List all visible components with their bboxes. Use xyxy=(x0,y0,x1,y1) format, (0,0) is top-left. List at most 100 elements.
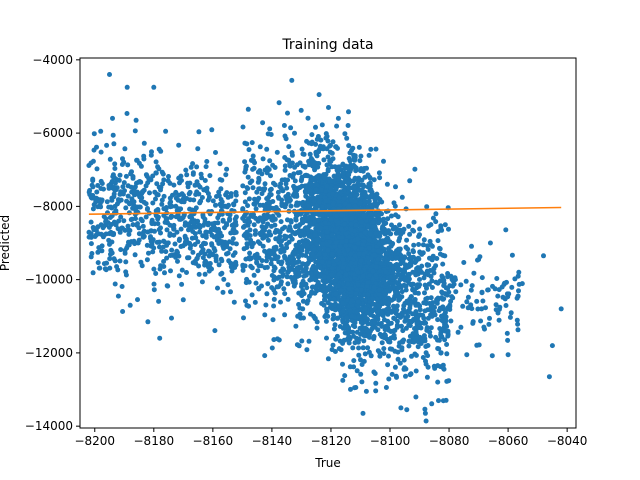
scatter-point-4526 xyxy=(183,167,189,173)
scatter-point-4204 xyxy=(195,218,201,224)
scatter-point-4517 xyxy=(123,259,129,265)
scatter-point-3741 xyxy=(254,199,260,205)
scatter-point-4227 xyxy=(151,287,157,293)
scatter-point-3806 xyxy=(292,251,298,257)
scatter-point-4327 xyxy=(124,111,130,116)
scatter-point-4040 xyxy=(161,177,167,183)
scatter-point-3543 xyxy=(287,173,293,178)
scatter-point-4409 xyxy=(175,258,180,264)
scatter-point-371 xyxy=(358,357,363,363)
scatter-point-4620 xyxy=(406,338,412,344)
scatter-point-3709 xyxy=(407,231,413,237)
scatter-point-3573 xyxy=(313,259,319,265)
scatter-point-1721 xyxy=(403,287,409,293)
scatter-point-4305 xyxy=(192,242,198,247)
scatter-point-4613 xyxy=(440,252,446,258)
scatter-point-4759 xyxy=(452,275,458,281)
scatter-point-2874 xyxy=(262,248,268,254)
scatter-point-2688 xyxy=(252,299,258,305)
scatter-point-3136 xyxy=(260,156,266,162)
scatter-point-3684 xyxy=(295,313,301,319)
scatter-point-35 xyxy=(385,216,391,222)
scatter-point-2654 xyxy=(436,398,441,404)
scatter-point-4152 xyxy=(157,266,163,272)
scatter-point-4481 xyxy=(119,225,125,231)
scatter-point-3819 xyxy=(387,261,393,267)
scatter-point-2900 xyxy=(279,203,285,209)
scatter-point-4702 xyxy=(461,260,467,265)
scatter-point-4377 xyxy=(224,222,229,228)
scatter-point-3516 xyxy=(438,332,444,338)
scatter-point-3550 xyxy=(269,273,275,278)
scatter-point-2375 xyxy=(316,149,322,155)
scatter-point-2742 xyxy=(412,166,418,172)
scatter-point-4414 xyxy=(173,203,179,209)
scatter-point-3109 xyxy=(424,374,430,380)
scatter-point-3481 xyxy=(375,256,381,262)
scatter-point-3589 xyxy=(339,235,345,240)
scatter-point-2793 xyxy=(334,315,340,321)
scatter-point-3256 xyxy=(388,329,394,334)
scatter-point-3825 xyxy=(288,219,294,225)
scatter-point-3472 xyxy=(325,247,331,253)
scatter-point-3968 xyxy=(112,166,118,171)
scatter-point-4758 xyxy=(458,324,464,330)
scatter-point-3699 xyxy=(366,349,372,355)
scatter-point-3628 xyxy=(256,177,262,183)
scatter-point-1166 xyxy=(385,311,391,317)
scatter-point-3790 xyxy=(282,253,287,259)
scatter-point-4489 xyxy=(213,150,218,155)
scatter-point-4532 xyxy=(226,202,231,208)
scatter-point-2026 xyxy=(354,335,359,341)
scatter-point-4512 xyxy=(87,192,93,198)
scatter-point-3957 xyxy=(210,198,216,204)
scatter-point-2737 xyxy=(428,333,433,339)
scatter-point-4130 xyxy=(187,214,193,220)
scatter-point-3847 xyxy=(421,275,427,281)
scatter-point-4145 xyxy=(217,161,223,167)
scatter-point-2223 xyxy=(348,221,354,227)
scatter-point-3411 xyxy=(316,217,322,223)
scatter-point-4090 xyxy=(132,128,138,134)
scatter-point-4767 xyxy=(110,115,115,121)
scatter-point-4754 xyxy=(487,240,493,246)
scatter-point-3590 xyxy=(382,333,388,339)
scatter-point-4546 xyxy=(109,195,115,201)
scatter-point-3611 xyxy=(367,231,373,237)
scatter-point-2327 xyxy=(336,195,342,201)
scatter-point-2301 xyxy=(397,360,403,366)
scatter-point-4735 xyxy=(485,287,491,293)
scatter-point-1199 xyxy=(289,77,295,83)
scatter-point-4553 xyxy=(205,197,211,203)
scatter-point-3570 xyxy=(362,192,368,198)
scatter-point-3538 xyxy=(257,144,263,150)
scatter-point-3974 xyxy=(95,249,101,255)
scatter-point-2102 xyxy=(300,151,306,157)
scatter-point-4209 xyxy=(107,256,113,262)
scatter-point-4671 xyxy=(417,282,423,288)
scatter-point-4541 xyxy=(125,243,131,249)
scatter-point-2529 xyxy=(329,265,335,271)
scatter-point-4164 xyxy=(143,214,149,220)
scatter-point-3817 xyxy=(373,264,379,270)
scatter-point-3888 xyxy=(279,273,285,279)
scatter-point-1131 xyxy=(413,394,419,400)
scatter-point-4722 xyxy=(502,280,508,286)
scatter-point-3707 xyxy=(256,286,262,292)
scatter-point-3856 xyxy=(360,183,366,189)
scatter-point-3469 xyxy=(352,260,358,266)
scatter-point-4564 xyxy=(144,173,150,179)
scatter-point-3057 xyxy=(321,293,327,299)
scatter-point-3600 xyxy=(272,290,278,296)
scatter-point-3302 xyxy=(281,286,287,292)
scatter-point-3774 xyxy=(362,325,368,331)
scatter-point-3520 xyxy=(334,257,340,263)
scatter-point-3045 xyxy=(435,379,441,385)
scatter-point-4709 xyxy=(453,289,459,295)
scatter-point-4596 xyxy=(231,202,237,208)
scatter-point-4575 xyxy=(95,183,101,188)
scatter-point-3453 xyxy=(433,211,439,217)
scatter-point-3807 xyxy=(336,249,342,255)
scatter-point-3777 xyxy=(383,269,389,275)
scatter-point-3796 xyxy=(388,249,394,255)
